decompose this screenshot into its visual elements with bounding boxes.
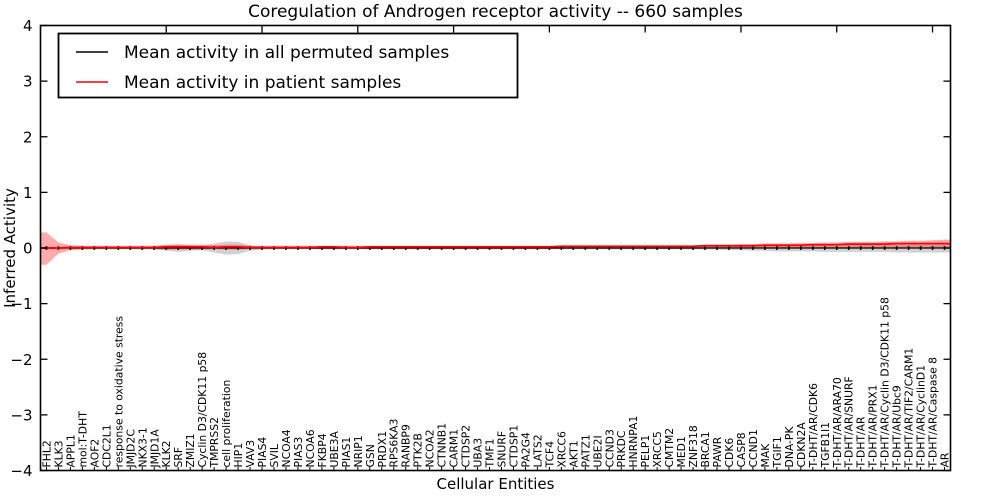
x-tick-label: CDKN2A	[795, 422, 808, 468]
x-tick-label: T-DHT/AR/Ubc9	[891, 385, 904, 468]
x-tick-label: SVIL	[268, 444, 281, 467]
x-tick-label: UBE3A	[328, 430, 341, 467]
x-tick-label: TCF4	[543, 441, 556, 469]
x-tick-label: LATS2	[531, 434, 544, 467]
x-tick-label: T-DHT/AR/Cyclin D3/CDK11 p58	[879, 297, 892, 468]
x-tick-label: UBA3	[472, 438, 485, 468]
y-tick-label: 0	[23, 240, 33, 258]
x-tick-label: AOF2	[88, 439, 101, 468]
x-tick-label: KLK3	[52, 440, 65, 467]
x-tick-label: NCOA6	[304, 429, 317, 467]
y-tick-label: −3	[10, 406, 32, 424]
x-tick-label: SRF	[172, 447, 185, 468]
y-tick-label: 4	[23, 17, 33, 35]
x-tick-label: HNRNPA1	[627, 416, 640, 468]
x-tick-label: T-DHT/AR/ARA70	[831, 377, 844, 468]
legend-label-patient: Mean activity in patient samples	[124, 73, 401, 93]
x-tick-label: CTNNB1	[436, 423, 449, 468]
x-tick-label: TMPRSS2	[208, 417, 221, 469]
x-tick-label: UBE2I	[591, 435, 604, 467]
x-tick-label: CTDSP1	[507, 425, 520, 468]
x-tick-label: MED1	[675, 436, 688, 467]
x-tick-label: CCND3	[603, 429, 616, 467]
x-tick-label: CTDSP2	[460, 425, 473, 468]
x-tick-label: RPS6KA3	[388, 419, 401, 468]
x-tick-label: TGIF1	[771, 436, 784, 468]
x-tick-label: MAK	[759, 443, 772, 468]
x-tick-label: ZNF318	[687, 425, 700, 467]
x-tick-label: AKT1	[567, 440, 580, 467]
x-tick-label: PRKDC	[615, 431, 628, 468]
legend-label-permuted: Mean activity in all permuted samples	[124, 43, 449, 63]
x-tick-label: CDC2L1	[100, 424, 113, 467]
x-tick-label: CARM1	[448, 429, 461, 468]
x-tick-label: SNURF	[495, 431, 508, 468]
y-tick-label: −1	[10, 295, 32, 313]
x-tick-label: JMJD2C	[124, 429, 137, 468]
x-tick-label: PATZ1	[579, 434, 592, 467]
x-tick-label: PTK2B	[412, 433, 425, 467]
x-tick-label: FHL2	[40, 440, 53, 467]
x-tick-label: APPL1	[64, 434, 77, 467]
x-tick-label: BRCA1	[699, 431, 712, 467]
x-tick-label: FKBP4	[316, 433, 329, 467]
legend-box	[57, 32, 519, 99]
x-tick-label: PIAS3	[292, 437, 305, 468]
y-tick-label: −2	[10, 351, 32, 369]
x-tick-label: PAWR	[711, 436, 724, 467]
x-tick-label: PIAS4	[256, 437, 269, 468]
x-tick-label: T-DHT/AR/Caspase 8	[927, 357, 940, 469]
x-tick-label: T-DHT/AR/CDK6	[807, 383, 820, 469]
y-tick-label: 1	[23, 184, 33, 202]
x-tick-label: cell proliferation	[220, 380, 233, 468]
y-tick-label: −4	[10, 462, 32, 480]
x-tick-label: HIP1	[232, 443, 245, 468]
x-tick-label: GSN	[364, 444, 377, 467]
legend: Mean activity in all permuted samples Mea…	[57, 32, 519, 99]
x-tick-label: PRDX1	[376, 431, 389, 468]
y-tick-label: 3	[23, 73, 33, 91]
x-tick-label: PELP1	[639, 435, 652, 468]
x-tick-label: KLK2	[160, 440, 173, 467]
x-tick-labels: FHL2KLK3APPL1mol:T-DHTAOF2CDC2L1response…	[40, 297, 951, 468]
x-tick-label: XRCC6	[555, 431, 568, 467]
x-tick-label: DNA-PK	[783, 426, 796, 468]
x-tick-label: PIAS1	[340, 437, 353, 468]
x-tick-label: NCOA2	[424, 429, 437, 467]
series-line-patient	[40, 242, 951, 249]
x-tick-label: RANBP9	[400, 424, 413, 467]
x-tick-label: mol:T-DHT	[76, 411, 89, 468]
x-tick-label: response to oxidative stress	[112, 316, 125, 468]
y-axis-label: Inferred Activity	[1, 188, 19, 308]
x-tick-label: CMTM2	[663, 428, 676, 468]
x-tick-label: T-DHT/AR/SNURF	[843, 376, 856, 468]
x-tick-label: T-DHT/AR/TIF2/CARM1	[903, 348, 916, 469]
x-tick-label: T-DHT/AR	[855, 416, 868, 469]
x-tick-label: CCND1	[747, 429, 760, 467]
x-tick-label: XRCC5	[651, 431, 664, 467]
x-axis-bottom-ticks	[45, 467, 946, 471]
x-axis-label: Cellular Entities	[437, 475, 555, 493]
x-tick-label: NRIP1	[352, 435, 365, 467]
x-tick-label: T-DHT/AR/PRX1	[867, 385, 880, 469]
y-tick-label: 2	[23, 128, 33, 146]
chart-title: Coregulation of Androgen receptor activi…	[248, 2, 743, 22]
x-tick-label: NCOA4	[280, 429, 293, 467]
x-tick-label: CASP8	[735, 432, 748, 467]
x-tick-label: ZMIZ1	[184, 433, 197, 467]
x-tick-label: VAV3	[244, 440, 257, 468]
x-tick-label: CDK6	[723, 438, 736, 468]
x-tick-label: Cyclin D3/CDK11 p58	[196, 352, 209, 468]
x-tick-label: TGFB1I1	[819, 422, 832, 469]
x-tick-label: PA2G4	[519, 432, 532, 467]
x-tick-label: JMJD1A	[148, 429, 161, 469]
y-axis-ticks: −4 −3 −2 −1 0 1 2 3 4	[10, 17, 951, 480]
x-tick-label: NKX3-1	[136, 427, 149, 467]
x-tick-label: AR	[939, 452, 952, 467]
x-tick-label: TMF1	[484, 439, 497, 469]
x-axis-top-ticks	[165, 25, 934, 33]
x-tick-label: T-DHT/AR/CyclinD1	[915, 365, 928, 469]
